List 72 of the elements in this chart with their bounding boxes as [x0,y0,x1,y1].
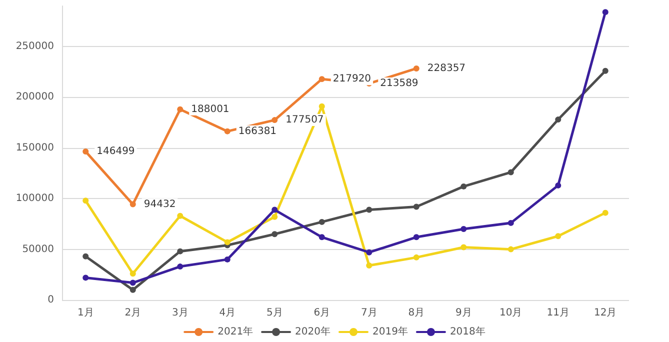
point [224,128,230,134]
point [82,253,89,260]
point [555,233,562,240]
y-tick-label: 0 [48,294,54,306]
data-label: 166381 [238,126,277,137]
y-tick-label: 200000 [16,92,54,103]
x-tick-label: 2月 [124,308,142,318]
point [224,239,230,246]
x-tick-label: 12月 [594,308,617,318]
x-tick-label: 10月 [500,308,522,318]
x-tick-label: 5月 [266,308,283,318]
point [366,262,372,269]
x-tick-label: 8月 [408,308,425,318]
point [130,286,136,293]
point [413,204,420,210]
point [413,234,420,240]
point [177,264,184,270]
point [508,220,514,226]
point [508,169,514,176]
x-tick-label: 4月 [219,308,236,318]
x-tick-label: 9月 [455,308,472,318]
point [602,68,608,74]
point [460,226,467,232]
point [130,201,136,208]
data-label: 217920 [332,74,372,85]
point [413,254,420,260]
point [272,214,278,220]
point [177,212,184,219]
point [366,206,372,213]
legend-label: 2018年 [450,326,486,338]
point [82,274,89,281]
x-tick-label: 1月 [77,308,94,318]
point [177,106,184,112]
y-tick-label: 250000 [16,41,54,52]
x-tick-label: 6月 [314,308,330,318]
legend-label: 2019年 [372,326,408,338]
point [272,117,278,124]
point [508,246,514,252]
point [272,206,278,213]
y-tick-label: 150000 [16,142,54,154]
point [460,244,467,250]
data-label: 228357 [427,62,466,74]
data-label: 94432 [144,198,176,210]
point [555,116,562,123]
point [366,249,372,256]
point [555,182,562,188]
x-tick-label: 3月 [172,308,188,318]
point [318,103,325,110]
point [82,198,89,204]
y-tick-label: 100000 [16,193,54,204]
x-tick-label: 7月 [360,308,378,318]
point [318,218,325,225]
point [272,231,278,238]
y-tick-label: 50000 [22,244,54,255]
point [318,76,325,82]
point [177,248,184,254]
x-tick-label: 11月 [546,308,570,318]
point [460,183,467,190]
legend-label: 2021年 [218,326,254,338]
point [318,234,325,240]
legend-label: 2020年 [295,326,331,338]
point [413,65,420,72]
data-label: 188001 [191,104,230,115]
data-label: 177507 [286,114,324,126]
data-label: 213589 [380,78,418,89]
point [224,256,230,262]
point [130,280,136,286]
point [602,210,608,216]
point [130,270,136,277]
data-label: 146499 [96,146,135,157]
point [82,148,89,154]
point [602,9,608,16]
